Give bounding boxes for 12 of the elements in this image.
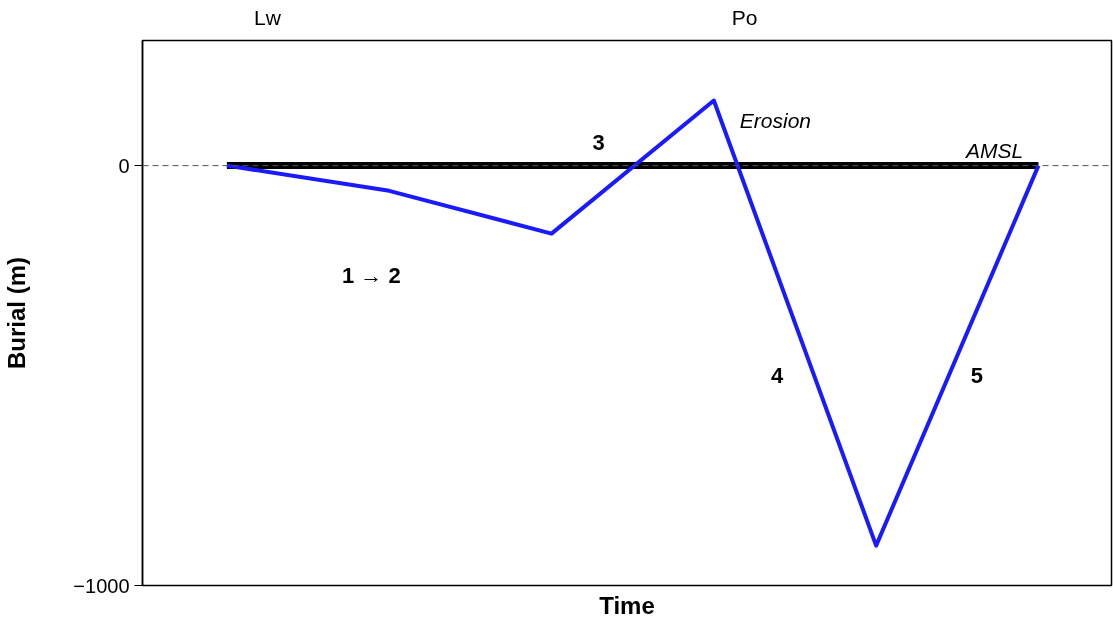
annotation: 5 — [970, 363, 983, 389]
text: Po — [731, 5, 758, 29]
y-tick-label: 0 — [118, 154, 130, 177]
x-axis-title: Time — [599, 591, 655, 619]
y-axis-title: Burial (m) — [3, 256, 31, 369]
text: Lw — [254, 5, 282, 29]
annotation: AMSL — [964, 139, 1024, 163]
annotation: 1 → 2 — [342, 263, 401, 289]
y-tick-label: −1000 — [73, 574, 130, 597]
annotation: 3 — [592, 130, 605, 156]
annotation: 4 — [771, 363, 785, 389]
annotation: Erosion — [739, 109, 812, 133]
